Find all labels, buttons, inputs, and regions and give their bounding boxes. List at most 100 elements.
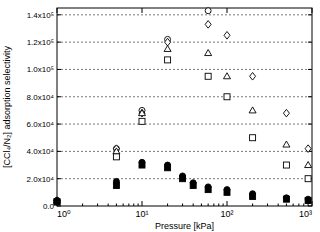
x-minor-tick — [293, 204, 294, 207]
x-minor-tick — [201, 204, 202, 207]
point — [164, 45, 171, 51]
y-tick-label: 6.0x10⁴ — [27, 120, 55, 129]
point — [190, 183, 196, 189]
y-tick-right — [308, 69, 312, 70]
point — [283, 109, 289, 117]
point — [165, 57, 171, 63]
x-tick-top — [142, 8, 143, 13]
point — [113, 183, 119, 189]
y-tick — [57, 14, 61, 15]
point — [305, 198, 311, 204]
point — [205, 8, 211, 14]
x-minor-tick — [123, 204, 124, 207]
x-minor-tick — [116, 204, 117, 207]
point — [283, 162, 289, 168]
points — [54, 8, 312, 205]
point — [224, 94, 230, 100]
y-tick — [57, 178, 61, 179]
x-minor-tick — [97, 204, 98, 207]
y-tick-right — [308, 96, 312, 97]
x-minor-tick — [193, 204, 194, 207]
point — [283, 196, 289, 202]
point — [113, 148, 120, 154]
y-tick — [57, 124, 61, 125]
y-tick — [57, 206, 61, 207]
y-tick-right — [308, 124, 312, 125]
grid-line — [57, 42, 312, 43]
x-minor-tick — [167, 204, 168, 207]
y-tick-label: 2.0x10⁴ — [27, 175, 55, 184]
x-tick-top — [312, 8, 313, 13]
point — [250, 72, 256, 80]
point — [165, 165, 171, 171]
point — [54, 197, 60, 205]
y-tick-right — [308, 42, 312, 43]
grid-line — [57, 14, 312, 15]
x-minor-tick — [138, 204, 139, 207]
point — [283, 141, 290, 147]
x-minor-tick — [213, 204, 214, 207]
point — [180, 176, 186, 182]
plot-frame — [57, 8, 312, 206]
x-minor-tick — [82, 204, 83, 207]
y-tick-label: 0.0 — [43, 202, 55, 211]
point — [139, 118, 145, 124]
point — [54, 199, 60, 205]
x-minor-tick — [298, 204, 299, 207]
point — [205, 187, 211, 193]
y-tick-label: 1.2x10⁵ — [27, 38, 54, 47]
grid-line — [57, 96, 312, 97]
x-tick-label: 10² — [220, 209, 233, 219]
point — [205, 50, 212, 56]
point — [305, 145, 311, 153]
point — [139, 162, 145, 168]
point — [224, 73, 231, 79]
point — [249, 107, 256, 113]
point — [224, 32, 230, 40]
point — [250, 193, 256, 199]
y-axis-label: [CCl₄/N₂] adsorption selectivity — [2, 45, 12, 168]
y-tick-right — [308, 14, 312, 15]
x-minor-tick — [108, 204, 109, 207]
point — [54, 199, 60, 205]
y-tick — [57, 151, 61, 152]
x-minor-tick — [182, 204, 183, 207]
x-minor-tick — [218, 204, 219, 207]
x-minor-tick — [208, 204, 209, 207]
chart: 0.0 2.0x10⁴ 4.0x10⁴ 6.0x10⁴ 8.0x10⁴ 1.0x10⁵ 1.… — [0, 0, 320, 232]
x-minor-tick — [223, 204, 224, 207]
y-tick-label: 4.0x10⁴ — [27, 147, 55, 156]
grid-line — [57, 124, 312, 125]
x-minor-tick — [286, 204, 287, 207]
point — [139, 109, 145, 117]
grid-line — [57, 151, 312, 152]
x-tick-label: 10³ — [299, 209, 312, 219]
point — [305, 176, 311, 182]
x-minor-tick — [267, 204, 268, 207]
x-tick — [227, 201, 228, 206]
y-tick — [57, 69, 61, 70]
x-tick — [142, 201, 143, 206]
x-tick — [312, 201, 313, 206]
x-tick-top — [227, 8, 228, 13]
point — [224, 189, 230, 195]
x-axis-label: Pressure [kPa] — [155, 221, 214, 231]
point — [205, 73, 211, 79]
x-minor-tick — [303, 204, 304, 207]
x-minor-tick — [252, 204, 253, 207]
grid-line — [57, 69, 312, 70]
point — [205, 21, 211, 29]
x-tick-label: 10¹ — [135, 209, 148, 219]
x-minor-tick — [278, 204, 279, 207]
point — [113, 154, 119, 160]
point — [305, 162, 312, 168]
x-tick-label: 10⁰ — [57, 209, 71, 219]
y-tick-label: 1.0x10⁵ — [27, 65, 54, 74]
point — [139, 110, 146, 116]
x-minor-tick — [133, 204, 134, 207]
y-tick — [57, 42, 61, 43]
x-minor-tick — [128, 204, 129, 207]
x-tick-top — [57, 8, 58, 13]
y-tick-label: 8.0x10⁴ — [27, 93, 55, 102]
point — [250, 135, 256, 141]
